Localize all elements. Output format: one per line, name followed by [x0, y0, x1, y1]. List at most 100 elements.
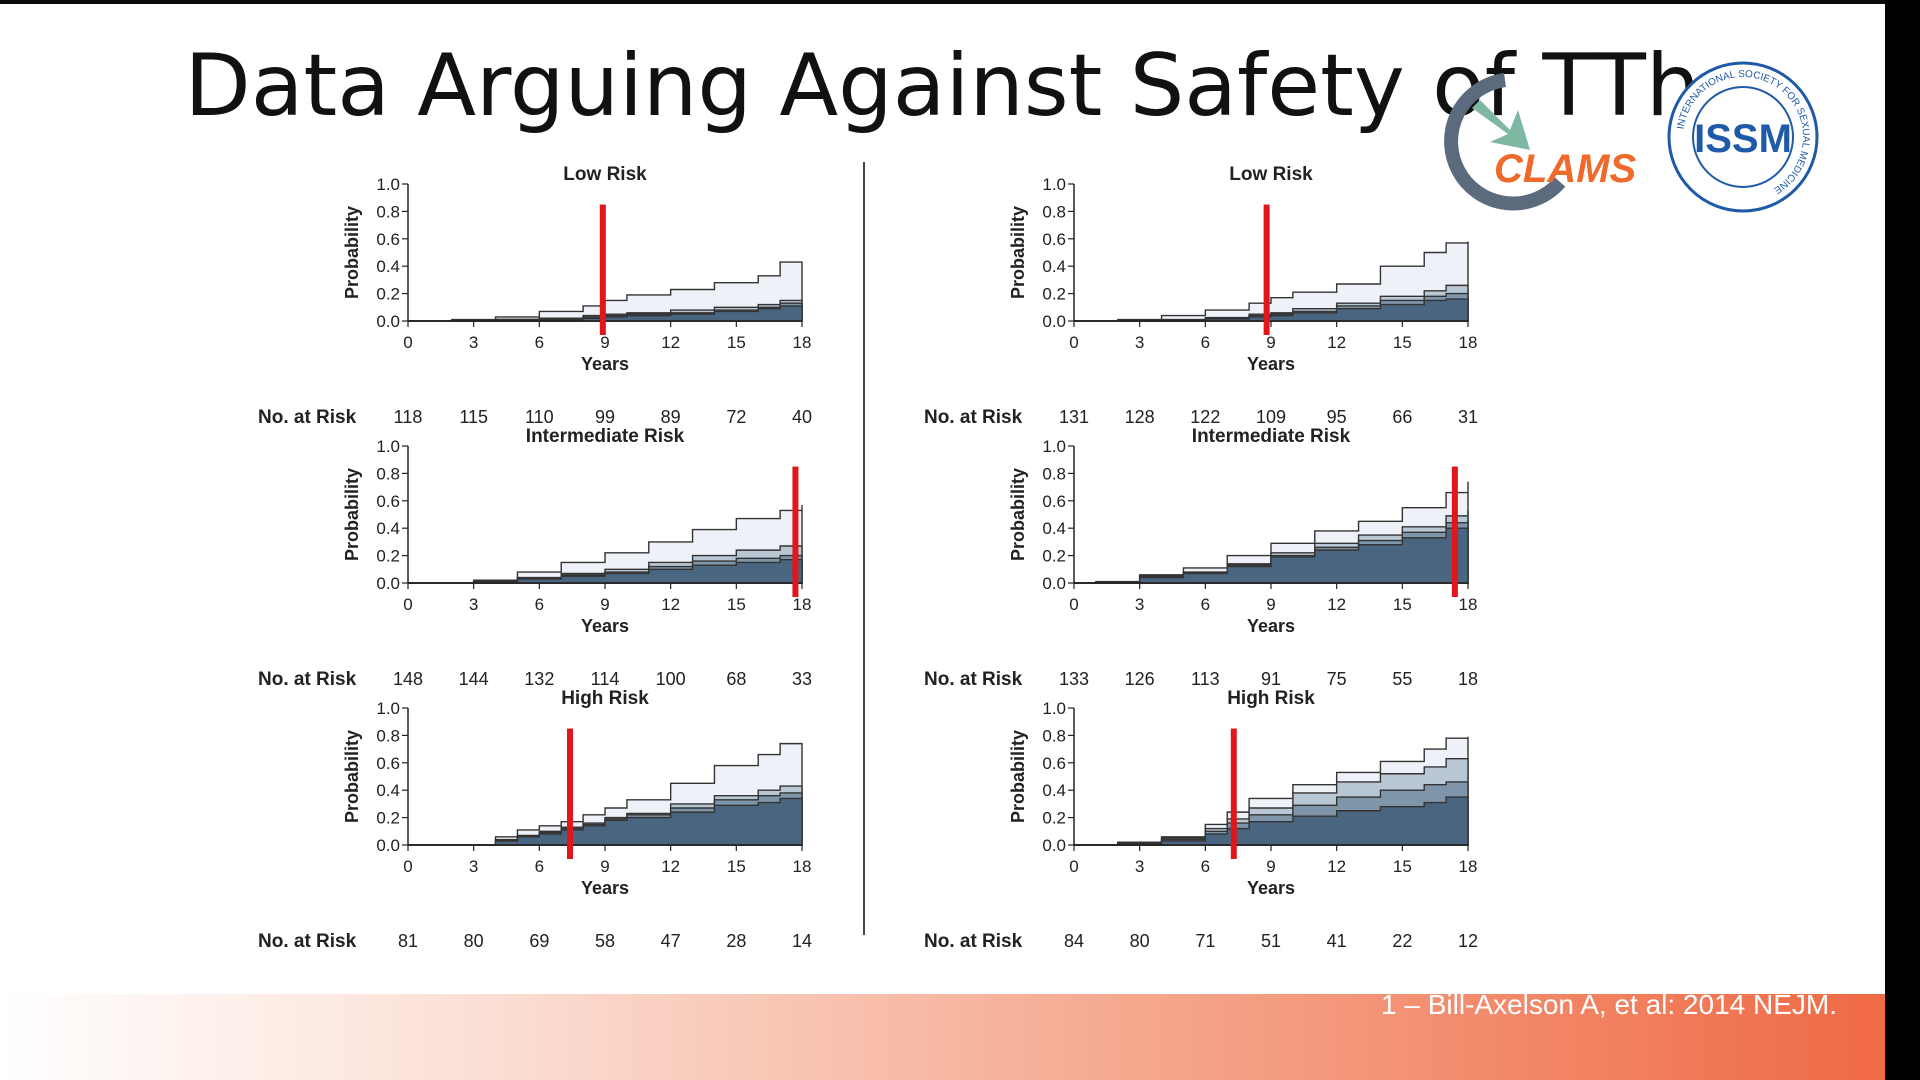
x-tick-label: 18: [793, 595, 812, 614]
y-tick-label: 1.0: [1042, 437, 1066, 456]
km-chart-left-0: 0.0 0.2 0.4 0.6 0.8 1.0 0 3 6 9 12 15 18 Low Risk Year…: [258, 164, 812, 428]
at-risk-value: 72: [726, 407, 746, 427]
x-tick-label: 3: [469, 333, 478, 352]
y-tick-label: 0.2: [376, 809, 400, 828]
y-axis-label: Probability: [342, 206, 362, 299]
at-risk-value: 66: [1392, 407, 1412, 427]
y-tick-label: 1.0: [1042, 175, 1066, 194]
x-tick-label: 0: [1069, 857, 1078, 876]
y-tick-label: 0.0: [376, 836, 400, 855]
at-risk-value: 40: [792, 407, 812, 427]
x-tick-label: 0: [1069, 333, 1078, 352]
y-tick-label: 0.4: [376, 781, 400, 800]
at-risk-value: 128: [1125, 407, 1155, 427]
at-risk-value: 126: [1125, 669, 1155, 689]
y-tick-label: 0.2: [376, 285, 400, 304]
issm-wordmark: ISSM: [1694, 117, 1792, 161]
column-divider: [863, 162, 865, 935]
at-risk-value: 132: [524, 669, 554, 689]
x-axis-label: Years: [1247, 878, 1295, 898]
x-tick-label: 18: [1459, 857, 1478, 876]
at-risk-value: 18: [1458, 669, 1478, 689]
x-tick-label: 15: [1393, 595, 1412, 614]
at-risk-value: 14: [792, 931, 812, 951]
y-tick-label: 0.8: [1042, 464, 1066, 483]
at-risk-value: 84: [1064, 931, 1084, 951]
at-risk-value: 75: [1327, 669, 1347, 689]
y-tick-label: 0.8: [376, 202, 400, 221]
at-risk-value: 99: [595, 407, 615, 427]
at-risk-value: 122: [1190, 407, 1220, 427]
right-black-edge: [1885, 0, 1920, 1080]
at-risk-value: 100: [656, 669, 686, 689]
at-risk-value: 81: [398, 931, 418, 951]
at-risk-value: 118: [394, 407, 423, 427]
y-tick-label: 1.0: [376, 437, 400, 456]
at-risk-value: 115: [459, 407, 488, 427]
at-risk-label: No. at Risk: [258, 931, 357, 952]
y-tick-label: 0.4: [376, 257, 400, 276]
y-tick-label: 0.8: [376, 726, 400, 745]
y-axis-label: Probability: [1008, 206, 1028, 299]
clams-logo: CLAMS: [1444, 73, 1637, 211]
x-tick-label: 15: [727, 595, 746, 614]
y-tick-label: 0.8: [1042, 726, 1066, 745]
at-risk-label: No. at Risk: [258, 407, 357, 428]
at-risk-value: 144: [459, 669, 489, 689]
x-tick-label: 9: [600, 333, 609, 352]
at-risk-value: 80: [1130, 931, 1150, 951]
x-tick-label: 15: [727, 857, 746, 876]
y-tick-label: 0.0: [1042, 312, 1066, 331]
at-risk-value: 69: [529, 931, 549, 951]
at-risk-value: 47: [661, 931, 681, 951]
y-tick-label: 0.4: [376, 519, 400, 538]
footer-gradient-bar: [0, 994, 1885, 1080]
x-tick-label: 12: [661, 333, 680, 352]
x-tick-label: 15: [1393, 857, 1412, 876]
at-risk-label: No. at Risk: [924, 931, 1023, 952]
x-tick-label: 3: [1135, 595, 1144, 614]
x-axis-label: Years: [1247, 616, 1295, 636]
km-chart-right-2: 0.0 0.2 0.4 0.6 0.8 1.0 0 3 6 9 12 15 18 High Risk Yea…: [924, 688, 1478, 952]
at-risk-value: 58: [595, 931, 615, 951]
x-tick-label: 0: [1069, 595, 1078, 614]
at-risk-value: 68: [726, 669, 746, 689]
x-tick-label: 9: [600, 595, 609, 614]
y-tick-label: 0.8: [1042, 202, 1066, 221]
at-risk-value: 33: [792, 669, 812, 689]
at-risk-value: 95: [1327, 407, 1347, 427]
at-risk-value: 133: [1059, 669, 1089, 689]
clams-wordmark: CLAMS: [1494, 147, 1637, 191]
km-chart-left-1: 0.0 0.2 0.4 0.6 0.8 1.0 0 3 6 9 12 15 18 Intermediate…: [258, 426, 812, 690]
y-tick-label: 0.6: [1042, 492, 1066, 511]
at-risk-value: 131: [1059, 407, 1089, 427]
x-tick-label: 0: [403, 595, 412, 614]
chart-title: Intermediate Risk: [526, 426, 685, 447]
x-tick-label: 18: [1459, 595, 1478, 614]
x-axis-label: Years: [581, 354, 629, 374]
at-risk-value: 41: [1327, 931, 1347, 951]
x-tick-label: 12: [1327, 857, 1346, 876]
at-risk-value: 28: [726, 931, 746, 951]
x-axis-label: Years: [581, 616, 629, 636]
y-tick-label: 1.0: [376, 699, 400, 718]
at-risk-label: No. at Risk: [924, 669, 1023, 690]
x-tick-label: 12: [661, 595, 680, 614]
x-tick-label: 9: [1266, 333, 1275, 352]
at-risk-value: 89: [661, 407, 681, 427]
y-tick-label: 0.2: [1042, 809, 1066, 828]
at-risk-value: 91: [1261, 669, 1281, 689]
at-risk-value: 148: [393, 669, 423, 689]
y-tick-label: 1.0: [1042, 699, 1066, 718]
y-tick-label: 0.0: [376, 574, 400, 593]
at-risk-value: 55: [1392, 669, 1412, 689]
y-tick-label: 1.0: [376, 175, 400, 194]
x-tick-label: 6: [535, 857, 544, 876]
y-tick-label: 0.6: [376, 230, 400, 249]
chart-title: High Risk: [561, 688, 649, 709]
slide-top-border: [0, 0, 1885, 4]
x-tick-label: 12: [1327, 595, 1346, 614]
y-tick-label: 0.8: [376, 464, 400, 483]
y-tick-label: 0.6: [1042, 754, 1066, 773]
